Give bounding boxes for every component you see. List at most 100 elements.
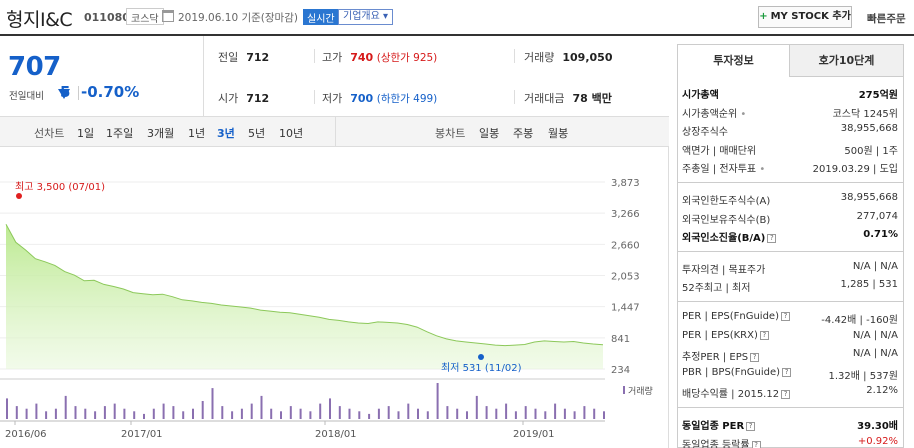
volume-bar	[15, 406, 18, 419]
volume-bar	[407, 403, 410, 419]
info-row-label-text: 동일업종 등락률	[682, 439, 750, 448]
quick-order-link[interactable]: 빠른주문	[867, 13, 906, 25]
candle-daily[interactable]: 일봉	[479, 127, 500, 140]
info-row-label-text: 외국인소진율(B/A)	[682, 233, 766, 245]
bullet-icon: •	[756, 164, 766, 176]
price-line	[5, 224, 604, 347]
chart-period-bar: 선차트 1일 1주일 3개월 1년 3년 5년 10년 봉차트 일봉 주봉 월봉	[0, 117, 669, 147]
help-icon[interactable]: ?	[767, 234, 777, 244]
calendar-icon	[162, 10, 174, 22]
info-row-label: 외국인보유주식수(B)	[682, 211, 770, 226]
volume-bar	[35, 403, 38, 419]
period-5y[interactable]: 5년	[248, 127, 266, 140]
info-row-label: 상장주식수	[682, 123, 728, 138]
volume-bar	[554, 403, 557, 419]
low-label: 저가	[322, 92, 343, 105]
volume-bar	[446, 406, 449, 419]
volume-bar	[544, 411, 547, 419]
realtime-badge[interactable]: 실시간	[303, 9, 339, 25]
info-rows: 시가총액 275억원 시가총액순위 • 코스닥 1245위 상장주식수 38,955,66…	[678, 77, 903, 448]
volume-bar	[201, 401, 204, 419]
volume-bar	[485, 406, 488, 419]
info-row: 동일업종 PER? 39.30배	[678, 414, 903, 433]
info-row: 추정PER | EPS? N/A | N/A	[678, 345, 903, 364]
help-icon[interactable]: ?	[759, 330, 769, 340]
volume-bar	[270, 408, 273, 419]
tab-investment-info[interactable]: 투자정보	[678, 45, 790, 77]
volume-bar	[192, 408, 194, 419]
period-1d[interactable]: 1일	[77, 127, 95, 140]
volume-bar	[495, 408, 498, 419]
info-row: 배당수익률 | 2015.12? 2.12%	[678, 382, 903, 401]
info-row-label: PER | EPS(KRX)?	[682, 330, 769, 341]
help-icon[interactable]: ?	[782, 367, 792, 377]
y-tick-label: 1,447	[611, 303, 640, 314]
high-label: 고가	[322, 51, 343, 64]
volume-bar	[103, 406, 106, 419]
info-row-value: N/A | N/A	[853, 261, 898, 272]
volume-legend-label: 거래량	[628, 385, 653, 397]
help-icon[interactable]: ?	[780, 311, 790, 321]
info-row-label-text: 액면가 | 매매단위	[682, 145, 757, 157]
info-row-label: 액면가 | 매매단위	[682, 142, 756, 157]
candle-weekly[interactable]: 주봉	[513, 127, 534, 140]
volume-bar	[368, 413, 371, 419]
price-stats: 전일 712 고가 740 (상한가 925) 거래량 109,050 시가 712 저…	[204, 36, 669, 117]
help-icon[interactable]: ?	[751, 440, 761, 448]
info-row: 외국인한도주식수(A) 38,955,668	[678, 189, 903, 208]
info-row-label-text: 동일업종 PER	[682, 420, 745, 432]
help-icon[interactable]: ?	[750, 353, 760, 363]
info-row-label-text: 주총일 | 전자투표	[682, 164, 757, 176]
period-10y[interactable]: 10년	[279, 127, 304, 140]
period-1w[interactable]: 1주일	[106, 127, 134, 140]
period-3y[interactable]: 3년	[217, 127, 235, 140]
price-area	[6, 224, 603, 369]
info-row-label: 외국인한도주식수(A)	[682, 192, 770, 207]
info-row: 주총일 | 전자투표 • 2019.03.29 | 도입	[678, 157, 903, 176]
volume-bar	[54, 408, 57, 419]
info-row: 액면가 | 매매단위 500원 | 1주	[678, 139, 903, 158]
candle-chart-label: 봉차트	[435, 127, 466, 140]
down-arrow-icon	[58, 89, 70, 99]
info-row-label-text: 상장주식수	[682, 127, 728, 139]
volume-bar	[221, 406, 224, 419]
volume-bar	[534, 408, 537, 419]
info-row-label-text: 추정PER | EPS	[682, 352, 749, 364]
volume-bar	[436, 383, 439, 419]
info-row-value-text: 1.32배 | 537원	[828, 370, 898, 382]
info-row-value-text: 38,955,668	[840, 123, 898, 135]
add-mystock-button[interactable]: + MY STOCK 추가	[758, 6, 852, 28]
company-overview-dropdown[interactable]: 기업개요 ▾	[338, 9, 393, 25]
candle-monthly[interactable]: 월봉	[548, 127, 569, 140]
info-row: 시가총액 275억원	[678, 83, 903, 102]
volume-bar	[573, 411, 576, 419]
info-row: 동일업종 등락률? +0.92%	[678, 433, 903, 448]
info-row-value: 2.12%	[866, 385, 898, 396]
info-row-label-text: 외국인보유주식수(B)	[682, 214, 771, 226]
info-row-value-text: +0.92%	[857, 435, 898, 447]
volume-legend-swatch	[623, 386, 625, 394]
period-1y[interactable]: 1년	[188, 127, 206, 140]
base-date: 2019.06.10 기준(장마감)	[178, 12, 298, 24]
volume-bar	[260, 395, 263, 419]
volume-bar	[329, 398, 331, 419]
info-row-value: 1,285 | 531	[841, 279, 898, 290]
low-point-marker	[478, 354, 484, 360]
volume-bar	[514, 411, 517, 419]
period-3m[interactable]: 3개월	[147, 127, 175, 140]
volume-bar	[143, 413, 145, 419]
tab-orderbook-10[interactable]: 호가10단계	[790, 45, 903, 77]
info-row-label: PER | EPS(FnGuide)?	[682, 311, 790, 322]
price-chart[interactable]: 3,873 3,266 2,660 2,053 1,447 841 234 최고 3,500…	[0, 147, 669, 448]
volume-bar	[289, 406, 292, 419]
volume-bar	[475, 395, 478, 419]
lower-limit: (하한가 499)	[376, 93, 438, 105]
info-row-value-text: 2019.03.29 | 도입	[812, 164, 898, 176]
info-row-label-text: 배당수익률 | 2015.12	[682, 389, 780, 401]
divider	[335, 117, 336, 147]
help-icon[interactable]: ?	[746, 421, 756, 431]
info-row: PBR | BPS(FnGuide)? 1.32배 | 537원	[678, 364, 903, 383]
volume-bar	[309, 411, 312, 419]
info-row-label: 시가총액	[682, 86, 719, 101]
help-icon[interactable]: ?	[781, 390, 791, 400]
